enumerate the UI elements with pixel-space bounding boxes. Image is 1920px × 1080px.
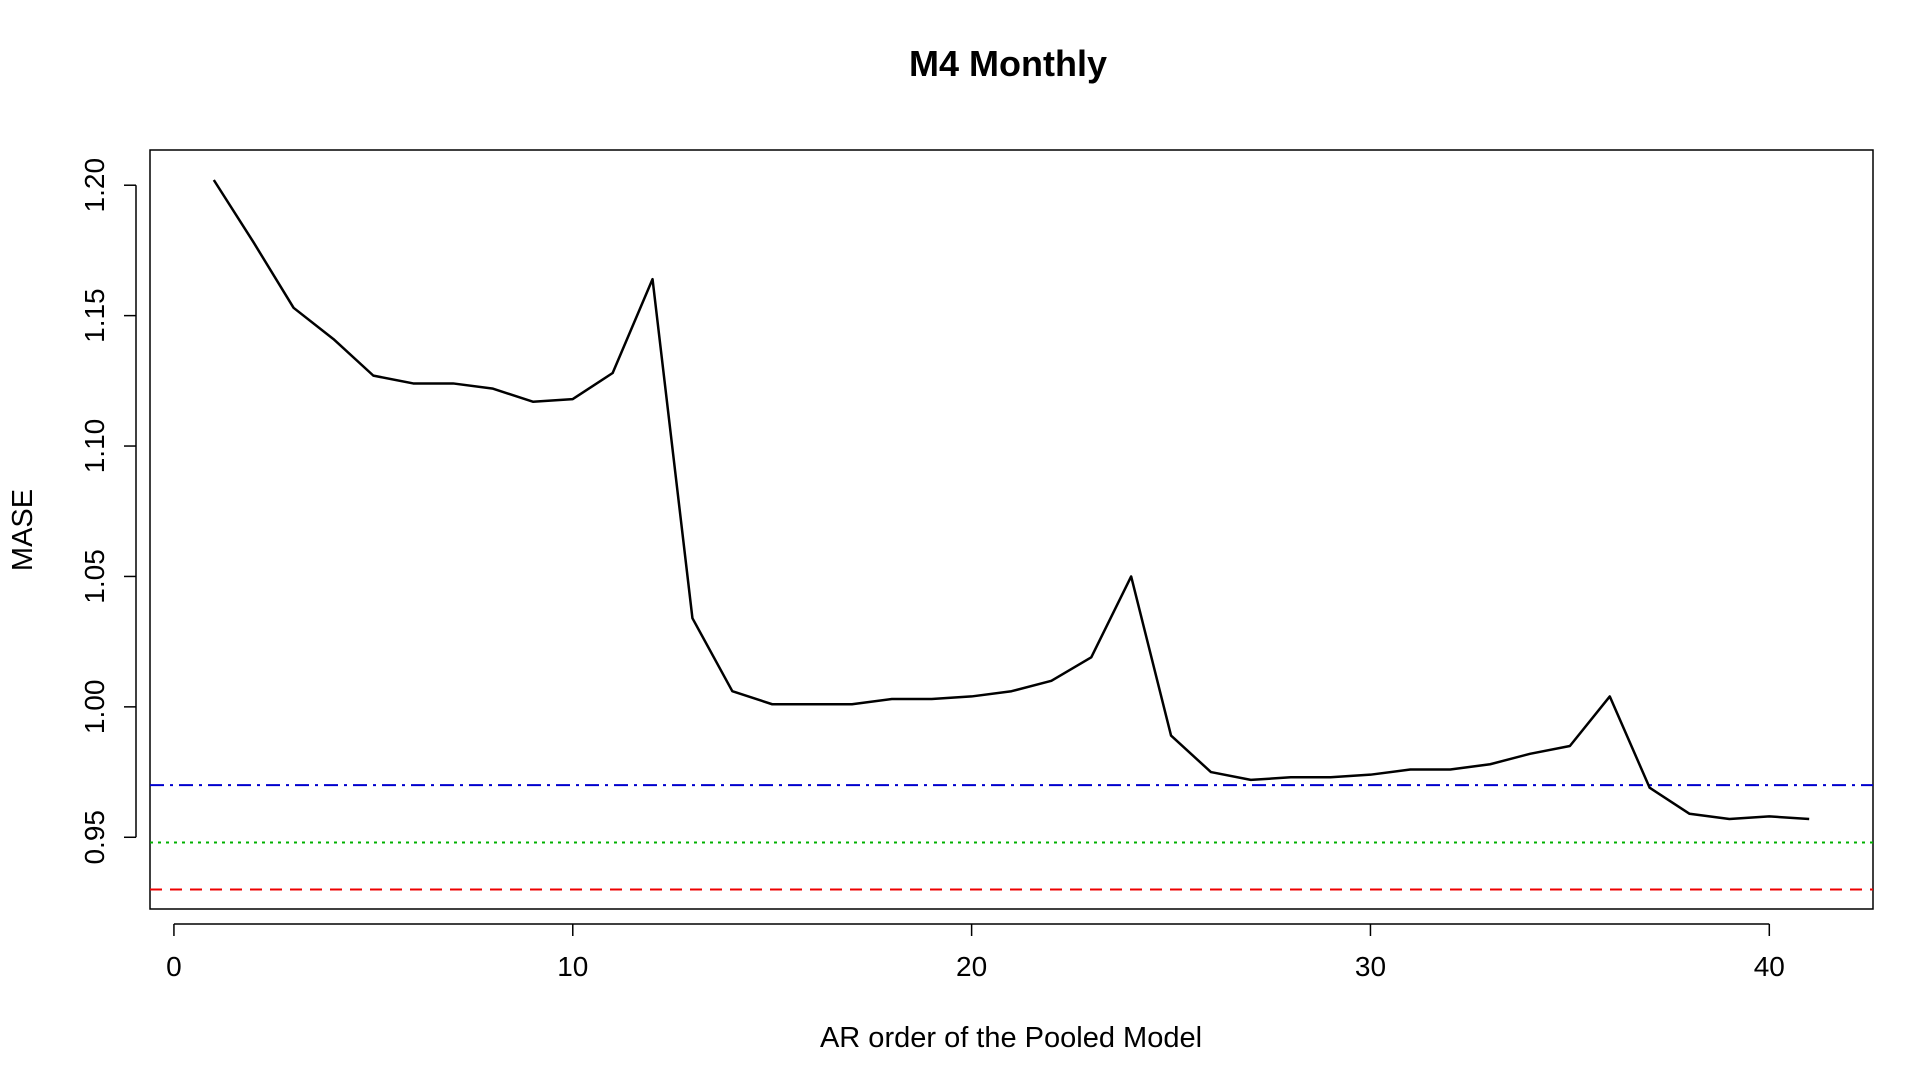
plot-frame xyxy=(149,149,1874,910)
x-axis-label: AR order of the Pooled Model xyxy=(820,1022,1202,1054)
x-tick-label: 30 xyxy=(1355,951,1386,982)
y-tick-label: 1.10 xyxy=(79,419,110,474)
x-tick-label: 20 xyxy=(956,951,987,982)
x-tick-label: 40 xyxy=(1754,951,1785,982)
y-axis-label: MASE xyxy=(7,489,39,571)
y-tick-label: 1.20 xyxy=(79,158,110,213)
chart-title: M4 Monthly xyxy=(909,43,1107,84)
x-tick-label: 0 xyxy=(166,951,182,982)
series-line xyxy=(212,179,1810,821)
reference-lines xyxy=(150,784,1873,891)
y-tick-label: 1.05 xyxy=(79,549,110,604)
x-axis: 0 10 20 30 40 xyxy=(166,923,1785,982)
y-tick-label: 0.95 xyxy=(79,810,110,865)
y-axis: 0.95 1.00 1.05 1.10 1.15 1.20 xyxy=(79,158,137,865)
x-tick-label: 10 xyxy=(557,951,588,982)
y-tick-label: 1.15 xyxy=(79,288,110,343)
y-tick-label: 1.00 xyxy=(79,680,110,735)
data-series xyxy=(212,179,1810,821)
